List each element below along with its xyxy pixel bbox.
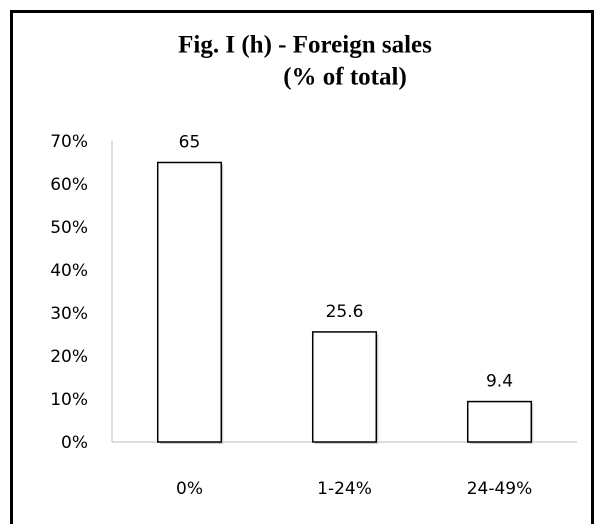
x-tick-label: 24-49% bbox=[467, 479, 533, 499]
value-label: 65 bbox=[179, 133, 201, 153]
bar bbox=[466, 400, 533, 443]
y-tick-label: 20% bbox=[50, 347, 88, 367]
chart-title: Fig. I (h) - Foreign sales bbox=[178, 32, 432, 59]
bar bbox=[311, 331, 378, 443]
value-label: 9.4 bbox=[486, 372, 513, 392]
chart-subtitle: (% of total) bbox=[283, 64, 407, 91]
y-tick-label: 60% bbox=[50, 175, 88, 195]
bar bbox=[156, 161, 223, 443]
y-tick-label: 10% bbox=[50, 390, 88, 410]
y-tick-label: 50% bbox=[50, 218, 88, 238]
y-tick-label: 0% bbox=[61, 433, 88, 453]
frame bbox=[10, 10, 594, 524]
x-tick-label: 0% bbox=[176, 479, 203, 499]
value-label: 25.6 bbox=[326, 302, 364, 322]
y-tick-label: 40% bbox=[50, 261, 88, 281]
y-tick-label: 30% bbox=[50, 304, 88, 324]
y-tick-label: 70% bbox=[50, 132, 88, 152]
x-tick-label: 1-24% bbox=[317, 479, 372, 499]
